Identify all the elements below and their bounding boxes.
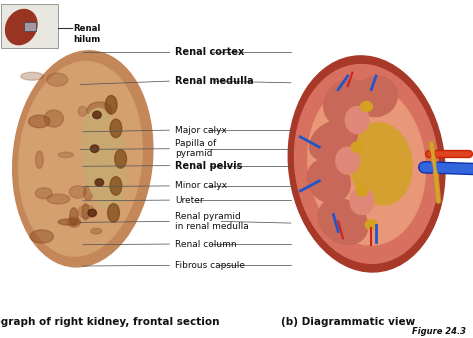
Ellipse shape: [88, 209, 96, 217]
Text: Renal pyramid
in renal medulla: Renal pyramid in renal medulla: [175, 212, 249, 231]
Text: Major calyx: Major calyx: [175, 126, 227, 135]
Ellipse shape: [356, 186, 368, 196]
Ellipse shape: [295, 65, 438, 263]
Text: Renal column: Renal column: [175, 240, 236, 248]
Ellipse shape: [105, 95, 117, 114]
Text: (a) Photograph of right kidney, frontal section: (a) Photograph of right kidney, frontal …: [0, 317, 219, 327]
Ellipse shape: [82, 204, 89, 220]
Ellipse shape: [35, 151, 43, 168]
Ellipse shape: [309, 120, 358, 161]
Ellipse shape: [108, 203, 119, 222]
Ellipse shape: [70, 208, 78, 226]
Ellipse shape: [365, 220, 377, 230]
Ellipse shape: [288, 56, 445, 272]
Ellipse shape: [84, 186, 93, 200]
FancyBboxPatch shape: [1, 4, 58, 48]
Ellipse shape: [47, 73, 68, 86]
Ellipse shape: [30, 230, 53, 243]
Ellipse shape: [350, 123, 412, 205]
Ellipse shape: [78, 205, 95, 218]
Ellipse shape: [69, 186, 86, 198]
Ellipse shape: [351, 142, 363, 152]
Ellipse shape: [355, 76, 397, 117]
Ellipse shape: [28, 115, 50, 128]
Ellipse shape: [308, 83, 425, 245]
Text: Fibrous capsule: Fibrous capsule: [175, 261, 245, 270]
Ellipse shape: [58, 152, 73, 158]
Ellipse shape: [35, 188, 53, 199]
Ellipse shape: [6, 9, 37, 45]
Ellipse shape: [345, 106, 369, 134]
Text: (b) Diagrammatic view: (b) Diagrammatic view: [280, 317, 415, 327]
Ellipse shape: [78, 106, 87, 116]
Ellipse shape: [47, 194, 70, 204]
FancyBboxPatch shape: [24, 22, 36, 31]
Text: Ureter: Ureter: [175, 196, 204, 204]
Ellipse shape: [90, 145, 99, 152]
Ellipse shape: [110, 177, 122, 195]
Text: Renal
hilum: Renal hilum: [73, 24, 101, 44]
Ellipse shape: [95, 179, 104, 186]
Ellipse shape: [324, 80, 372, 126]
Text: Figure 24.3: Figure 24.3: [412, 327, 466, 336]
Ellipse shape: [110, 119, 122, 138]
Ellipse shape: [13, 51, 153, 267]
Ellipse shape: [350, 188, 374, 215]
Ellipse shape: [93, 111, 101, 119]
Text: Minor calyx: Minor calyx: [175, 182, 227, 190]
Ellipse shape: [82, 108, 126, 209]
Ellipse shape: [91, 228, 102, 234]
Text: Renal pelvis: Renal pelvis: [175, 161, 242, 171]
Ellipse shape: [336, 147, 359, 174]
Text: Renal medulla: Renal medulla: [175, 76, 254, 86]
Text: Renal cortex: Renal cortex: [175, 47, 244, 57]
Ellipse shape: [19, 62, 142, 256]
Ellipse shape: [58, 219, 80, 225]
Ellipse shape: [307, 159, 350, 202]
Ellipse shape: [87, 102, 112, 119]
Ellipse shape: [318, 198, 368, 244]
Ellipse shape: [85, 134, 99, 140]
Ellipse shape: [360, 101, 373, 112]
Ellipse shape: [68, 217, 80, 227]
Ellipse shape: [44, 110, 63, 127]
Text: Papilla of
pyramid: Papilla of pyramid: [175, 139, 216, 159]
Ellipse shape: [21, 72, 44, 80]
Ellipse shape: [114, 149, 127, 168]
